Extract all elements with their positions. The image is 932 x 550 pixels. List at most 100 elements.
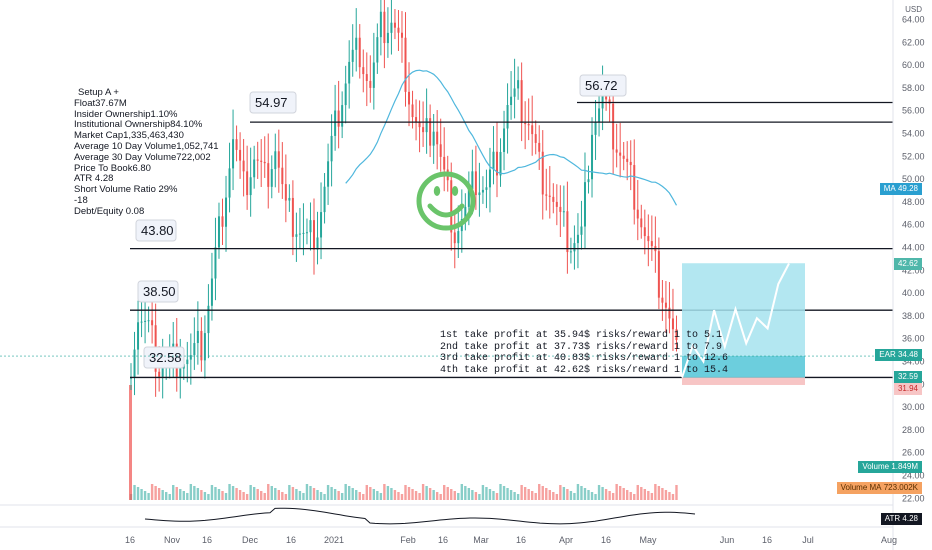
candle-body xyxy=(457,231,460,244)
smiley-face-icon xyxy=(416,171,476,231)
candle-body xyxy=(411,104,414,118)
candle-body xyxy=(239,149,242,161)
candle-body xyxy=(661,297,664,303)
volume-bar xyxy=(309,486,312,500)
price-tick-label: 40.00 xyxy=(902,288,925,298)
candle-body xyxy=(566,211,569,253)
volume-bar xyxy=(347,486,351,500)
candle-body xyxy=(400,32,403,38)
time-tick-label: 16 xyxy=(286,535,296,545)
candle-body xyxy=(228,168,231,198)
candle-body xyxy=(253,159,256,178)
volume-bar xyxy=(464,486,467,500)
volume-bar xyxy=(471,490,474,500)
candle-body xyxy=(291,197,294,237)
volume-bar xyxy=(182,491,185,500)
volume-bar xyxy=(168,494,171,500)
candle-body xyxy=(562,211,565,213)
volume-bar xyxy=(260,491,263,500)
candle-body xyxy=(425,118,428,133)
candle-body xyxy=(249,177,252,196)
info-line: Average 10 Day Volume1,052,741 xyxy=(74,141,219,152)
take-profit-line: 2nd take profit at 37.73$ risks/reward 1… xyxy=(440,341,723,353)
volume-bar xyxy=(291,487,295,500)
price-tick-label: 36.00 xyxy=(902,334,925,344)
candle-body xyxy=(369,80,372,88)
volume-bar xyxy=(358,492,361,500)
candle-body xyxy=(302,232,305,234)
candle-body xyxy=(274,151,277,170)
volume-bar xyxy=(277,490,281,500)
candle-body xyxy=(591,134,594,180)
candle-body xyxy=(281,167,284,185)
volume-bar xyxy=(326,485,330,500)
info-line: Average 30 Day Volume722,002 xyxy=(74,151,211,163)
candle-body xyxy=(513,88,516,97)
volume-bar xyxy=(404,485,407,500)
time-tick-label: Jul xyxy=(802,535,814,545)
volume-bar xyxy=(573,493,576,500)
price-tick-label: 42.00 xyxy=(902,265,925,275)
volume-bar xyxy=(319,492,323,500)
candle-body xyxy=(453,232,456,244)
candle-body xyxy=(344,83,347,106)
candle-body xyxy=(351,49,354,62)
volume-bar xyxy=(298,491,302,500)
price-tick-label: 22.00 xyxy=(902,493,925,503)
volume-bar xyxy=(140,489,143,500)
candle-body xyxy=(534,134,537,143)
candle-body xyxy=(675,329,678,341)
volume-bar xyxy=(217,489,221,500)
volume-bar xyxy=(281,492,284,500)
candle-body xyxy=(284,184,287,201)
volume-bar xyxy=(175,487,178,500)
volume-bar xyxy=(435,492,439,500)
level-callout-box xyxy=(135,219,177,242)
time-tick-label: 16 xyxy=(202,535,212,545)
volume-bar xyxy=(664,490,668,500)
volume-bar xyxy=(523,487,527,500)
volume-bar xyxy=(590,492,594,500)
volume-bar xyxy=(351,488,354,500)
volume-bar xyxy=(189,484,193,500)
candle-body xyxy=(576,234,579,244)
candle-body xyxy=(260,160,263,162)
candle-body xyxy=(492,151,495,170)
volume-bar xyxy=(611,493,615,500)
candle-body xyxy=(552,196,555,202)
volume-bar xyxy=(369,487,372,500)
candle-body xyxy=(583,182,586,227)
candle-body xyxy=(337,110,340,127)
volume-bar xyxy=(362,494,365,500)
time-tick-label: 16 xyxy=(438,535,448,545)
volume-bar xyxy=(527,489,530,500)
volume-bar xyxy=(495,493,499,500)
volume-bar xyxy=(668,492,671,500)
time-tick-label: 16 xyxy=(762,535,772,545)
time-tick-label: 16 xyxy=(125,535,135,545)
volume-bar xyxy=(485,487,488,500)
candle-body xyxy=(559,206,562,212)
candle-body xyxy=(309,220,312,233)
volume-bar xyxy=(147,493,150,500)
volume-bar xyxy=(601,487,604,500)
candle-body xyxy=(242,160,245,172)
candle-body xyxy=(474,171,477,196)
volume-bar xyxy=(295,489,298,500)
volume-bar xyxy=(428,488,432,500)
candle-body xyxy=(471,171,474,190)
volume-bar xyxy=(604,489,608,500)
volume-bar xyxy=(421,484,425,500)
candle-body xyxy=(140,321,143,323)
candle-body xyxy=(650,241,653,247)
info-line: Float37.67M xyxy=(74,97,127,109)
volume-bar xyxy=(196,488,200,500)
volume-bar xyxy=(411,489,414,500)
candle-body xyxy=(422,127,425,133)
candle-body xyxy=(200,330,203,361)
candle-body xyxy=(225,197,228,227)
candle-body xyxy=(267,163,270,187)
volume-bar xyxy=(154,486,157,500)
candle-body xyxy=(517,80,520,89)
